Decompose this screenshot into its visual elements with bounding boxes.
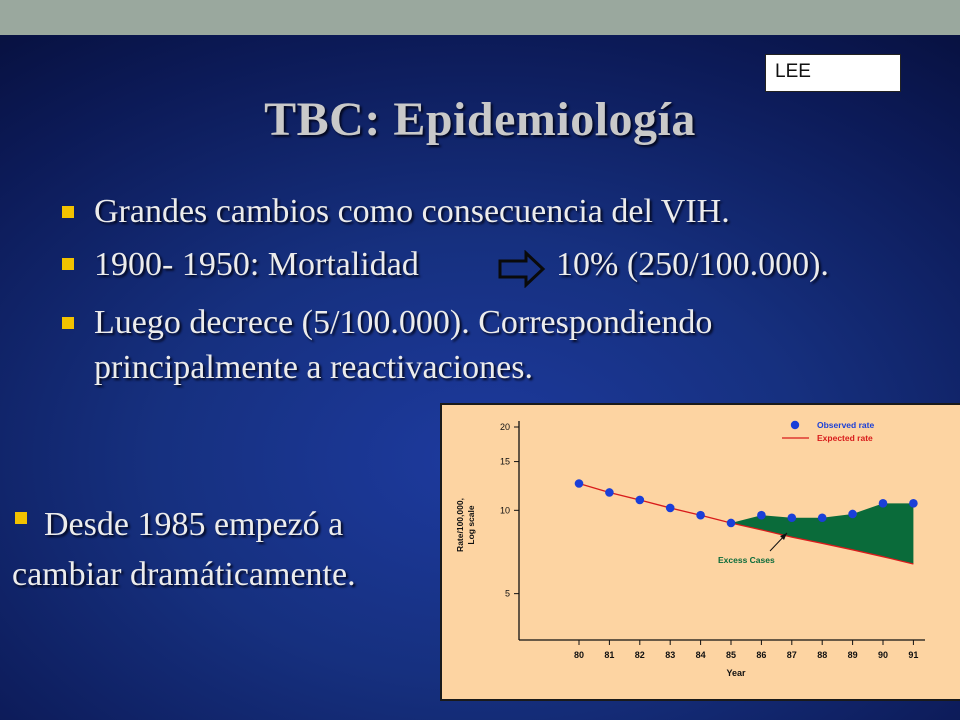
bullet-2-part2: 10% (250/100.000).: [556, 246, 829, 283]
expected-rate-line: [578, 482, 914, 565]
observed-rate-point: [848, 509, 857, 519]
right-arrow-icon: [498, 250, 546, 288]
top-window-bar: [0, 0, 960, 35]
bullet-3-line2: principalmente a reactivaciones.: [94, 349, 533, 386]
bullet-marker: [62, 258, 74, 270]
x-tick-label: 86: [756, 650, 766, 660]
x-tick-label: 85: [726, 650, 736, 660]
bullet-1: Grandes cambios como consecuencia del VI…: [94, 193, 730, 230]
legend-observed-marker: [790, 420, 800, 430]
observed-rate-point: [909, 499, 918, 508]
observed-rate-point: [605, 488, 614, 497]
x-tick-label: 83: [665, 650, 675, 660]
bullet-2-part1: 1900- 1950: Mortalidad: [94, 246, 419, 283]
legend-expected-label: Expected rate: [817, 433, 873, 443]
bullet-marker: [15, 512, 27, 524]
bullet-3-line1: Luego decrece (5/100.000). Correspondien…: [94, 304, 713, 341]
x-tick-label: 90: [878, 650, 888, 660]
y-tick-label: 15: [500, 457, 510, 467]
lee-label-box: LEE: [765, 54, 901, 92]
observed-rate-point: [635, 495, 645, 505]
observed-rate-point: [696, 510, 705, 520]
x-axis-title: Year: [726, 668, 746, 678]
x-tick-label: 81: [604, 650, 614, 660]
y-tick-label: 5: [505, 589, 510, 599]
observed-rate-point: [757, 510, 766, 520]
x-tick-label: 82: [635, 650, 645, 660]
bullet-marker: [62, 206, 74, 218]
observed-rate-point: [787, 513, 797, 523]
observed-rate-point: [817, 513, 827, 523]
observed-rate-point: [574, 479, 584, 488]
x-tick-label: 80: [574, 650, 584, 660]
x-tick-label: 87: [787, 650, 797, 660]
x-tick-label: 88: [817, 650, 827, 660]
x-tick-label: 91: [908, 650, 918, 660]
side-bullet-line1: Desde 1985 empezó a: [44, 506, 344, 543]
y-axis-title-line2: Log scale: [466, 505, 476, 544]
side-bullet-line2: cambiar dramáticamente.: [12, 556, 356, 593]
annotation-arrow-head: [780, 533, 787, 540]
x-tick-label: 84: [696, 650, 706, 660]
excess-cases-label: Excess Cases: [718, 555, 775, 565]
legend-observed-label: Observed rate: [817, 420, 874, 430]
x-tick-label: 89: [848, 650, 858, 660]
y-tick-label: 10: [500, 505, 510, 515]
observed-rate-point: [878, 499, 888, 508]
bullet-marker: [62, 317, 74, 329]
tb-rate-chart: 5 10 15 20 80 81 82 83 84 85 86 87 88 89 90 91 Year Rate/…: [440, 403, 960, 701]
slide-title: TBC: Epidemiología: [264, 93, 696, 146]
y-axis-title-line1: Rate/100,000,: [455, 498, 465, 552]
observed-rate-point: [726, 518, 736, 528]
excess-cases-area: [731, 503, 914, 564]
y-tick-label: 20: [500, 422, 510, 432]
observed-rate-point: [665, 503, 675, 513]
chart-svg: 5 10 15 20 80 81 82 83 84 85 86 87 88 89 90 91 Year Rate/…: [455, 420, 925, 678]
